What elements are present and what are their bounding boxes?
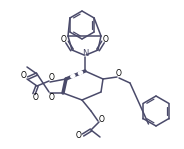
Text: O: O xyxy=(103,35,109,45)
Text: O: O xyxy=(49,93,55,101)
Text: O: O xyxy=(99,115,105,125)
Text: O: O xyxy=(116,69,122,77)
Text: O: O xyxy=(21,72,27,80)
Text: O: O xyxy=(76,131,82,139)
Text: O: O xyxy=(33,94,39,103)
Text: O: O xyxy=(49,73,55,83)
Text: O: O xyxy=(61,35,67,45)
Text: N: N xyxy=(82,49,88,59)
